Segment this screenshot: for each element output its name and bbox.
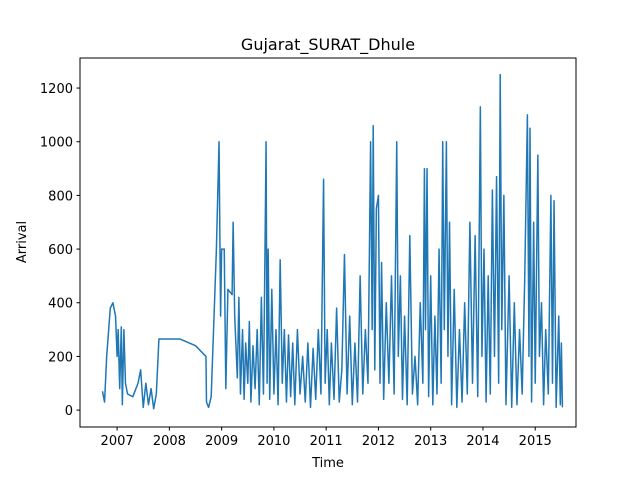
chart-title: Gujarat_SURAT_Dhule	[241, 35, 415, 55]
x-tick-label: 2007	[101, 434, 134, 449]
y-tick-label: 800	[48, 189, 73, 204]
x-tick-label: 2015	[519, 434, 552, 449]
data-line	[101, 73, 564, 410]
y-tick-label: 1200	[40, 82, 73, 97]
x-tick-label: 2010	[257, 434, 290, 449]
y-tick-label: 1000	[40, 136, 73, 151]
y-tick-label: 0	[65, 404, 73, 419]
x-tick-label: 2014	[466, 434, 499, 449]
plot-frame	[79, 57, 577, 428]
y-tick-label: 600	[48, 243, 73, 258]
x-tick-label: 2013	[414, 434, 447, 449]
x-tick-label: 2011	[310, 434, 343, 449]
y-tick-label: 200	[48, 350, 73, 365]
x-axis-label: Time	[311, 456, 344, 471]
y-tick-label: 400	[48, 297, 73, 312]
x-tick-label: 2008	[153, 434, 186, 449]
y-axis-label: Arrival	[15, 221, 30, 263]
x-tick-label: 2012	[362, 434, 395, 449]
x-tick-label: 2009	[205, 434, 238, 449]
